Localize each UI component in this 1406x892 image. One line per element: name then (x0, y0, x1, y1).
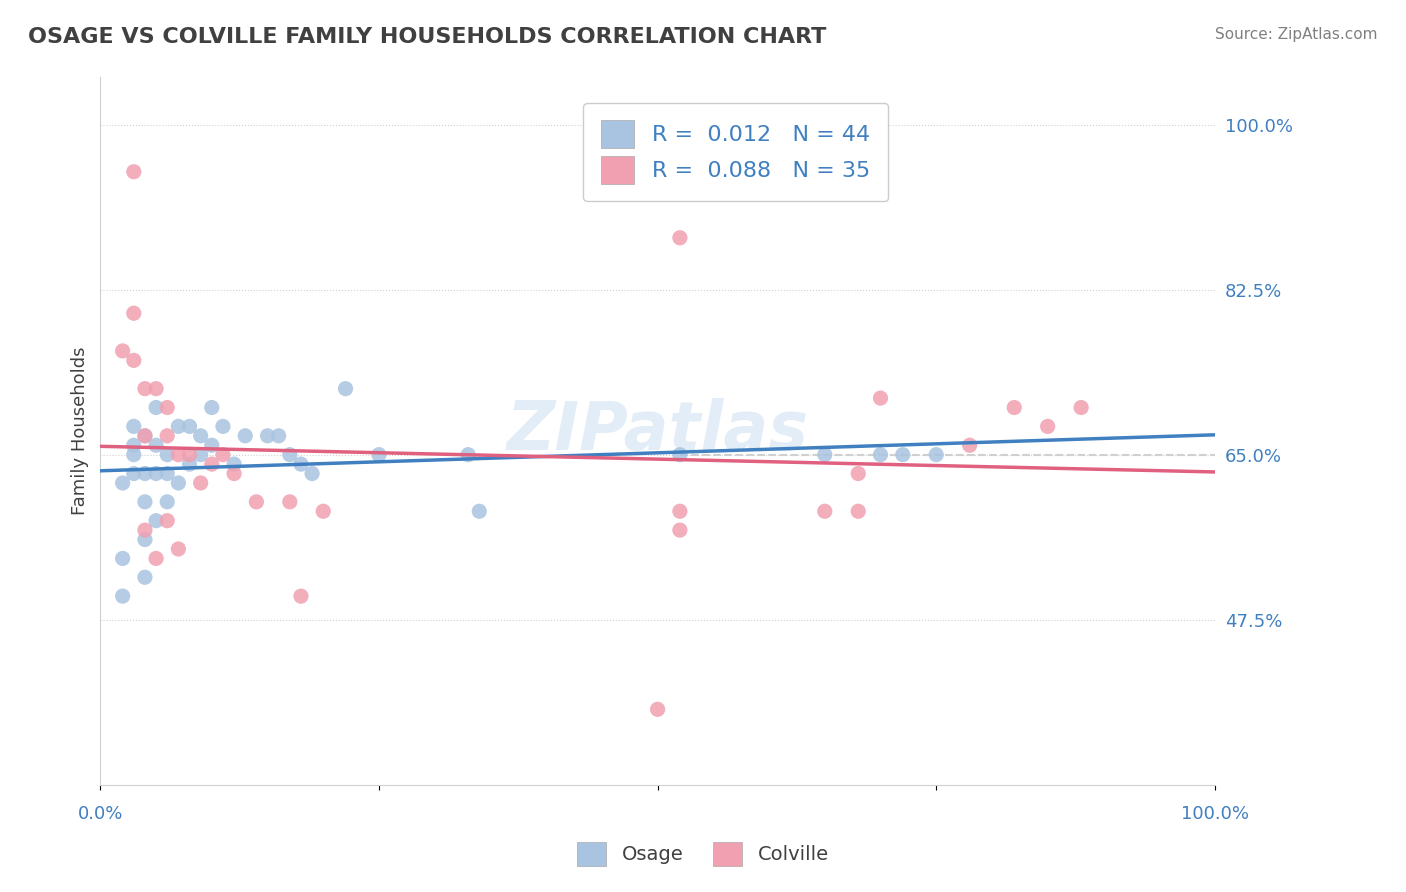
Point (669, 523, 692, 537)
Point (167, 475, 190, 490)
Legend: Osage, Colville: Osage, Colville (569, 834, 837, 873)
Point (869, 391, 891, 405)
Point (278, 495, 301, 509)
Point (290, 457, 312, 471)
Y-axis label: Family Households: Family Households (72, 347, 89, 516)
Point (190, 429, 212, 443)
Point (647, 702, 669, 716)
Point (145, 514, 167, 528)
Point (111, 475, 134, 490)
Point (179, 457, 201, 471)
Point (156, 429, 179, 443)
Point (122, 467, 145, 481)
Point (111, 551, 134, 566)
Point (1070, 401, 1092, 415)
Point (301, 467, 323, 481)
Point (457, 448, 479, 462)
Point (179, 448, 201, 462)
Point (312, 504, 335, 518)
Point (368, 448, 391, 462)
Point (145, 438, 167, 452)
Point (156, 467, 179, 481)
Text: 100.0%: 100.0% (1181, 805, 1249, 823)
Point (167, 419, 190, 434)
Point (134, 429, 156, 443)
Point (201, 401, 224, 415)
Point (201, 457, 224, 471)
Point (959, 438, 981, 452)
Text: ZIPatlas: ZIPatlas (506, 398, 808, 464)
Point (190, 475, 212, 490)
Point (212, 448, 235, 462)
Point (145, 401, 167, 415)
Point (468, 504, 491, 518)
Point (145, 551, 167, 566)
Point (201, 438, 224, 452)
Point (134, 533, 156, 547)
Point (278, 448, 301, 462)
Point (245, 495, 267, 509)
Point (233, 429, 256, 443)
Text: OSAGE VS COLVILLE FAMILY HOUSEHOLDS CORRELATION CHART: OSAGE VS COLVILLE FAMILY HOUSEHOLDS CORR… (28, 27, 827, 46)
Point (222, 457, 245, 471)
Text: 0.0%: 0.0% (77, 805, 124, 823)
Point (167, 541, 190, 556)
Point (179, 419, 201, 434)
Point (134, 495, 156, 509)
Point (156, 514, 179, 528)
Point (156, 495, 179, 509)
Point (190, 448, 212, 462)
Point (122, 165, 145, 179)
Point (925, 448, 948, 462)
Point (156, 448, 179, 462)
Point (846, 504, 869, 518)
Point (145, 467, 167, 481)
Point (134, 570, 156, 584)
Point (134, 467, 156, 481)
Point (145, 382, 167, 396)
Text: Source: ZipAtlas.com: Source: ZipAtlas.com (1215, 27, 1378, 42)
Point (111, 589, 134, 603)
Point (891, 448, 914, 462)
Point (869, 448, 891, 462)
Point (156, 401, 179, 415)
Point (122, 419, 145, 434)
Point (267, 429, 290, 443)
Legend: R =  0.012   N = 44, R =  0.088   N = 35: R = 0.012 N = 44, R = 0.088 N = 35 (583, 103, 889, 202)
Point (134, 429, 156, 443)
Point (1036, 419, 1059, 434)
Point (1002, 401, 1025, 415)
Point (167, 448, 190, 462)
Point (222, 467, 245, 481)
Point (669, 504, 692, 518)
Point (256, 429, 278, 443)
Point (122, 306, 145, 320)
Point (212, 419, 235, 434)
Point (122, 448, 145, 462)
Point (814, 504, 837, 518)
Point (134, 523, 156, 537)
Point (335, 382, 357, 396)
Point (669, 231, 692, 245)
Point (669, 448, 692, 462)
Point (111, 343, 134, 358)
Point (846, 467, 869, 481)
Point (814, 448, 837, 462)
Point (122, 438, 145, 452)
Point (290, 589, 312, 603)
Point (122, 353, 145, 368)
Point (134, 382, 156, 396)
